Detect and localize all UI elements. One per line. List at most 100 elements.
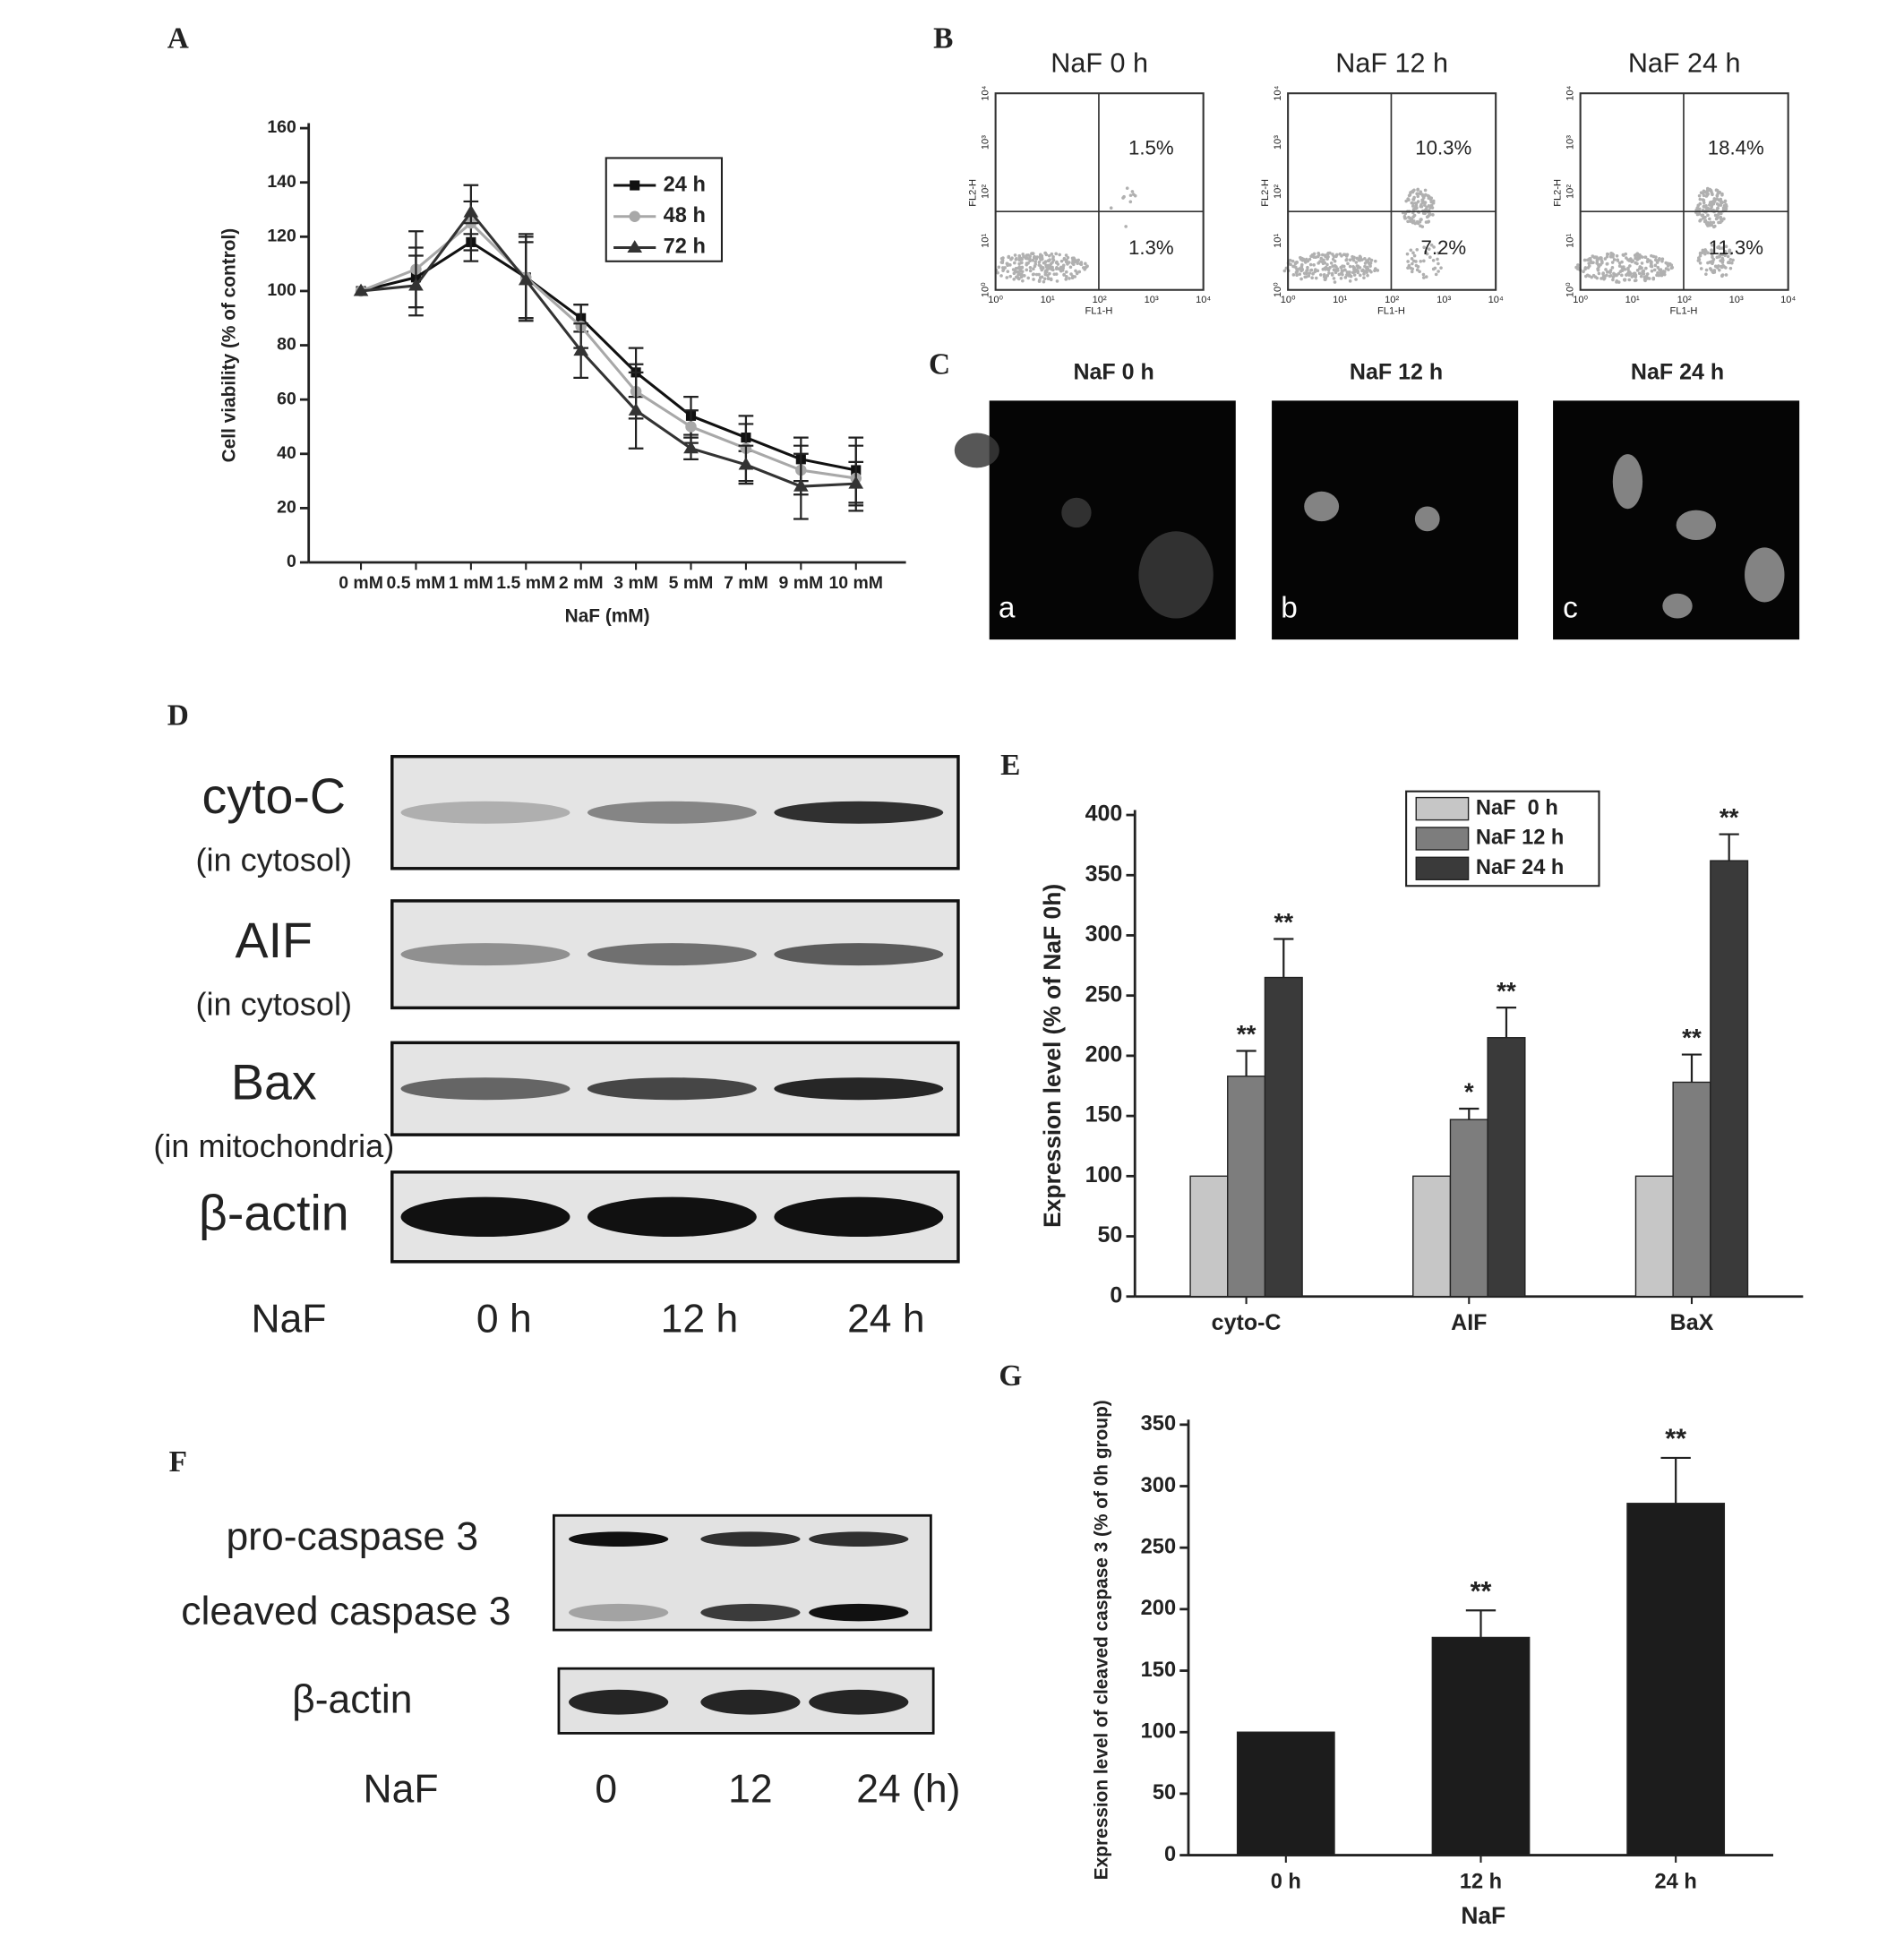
y-axis-label: FL2-H [1553, 179, 1564, 207]
upper-right-percent: 18.4% [1708, 137, 1764, 159]
event-dot [1333, 264, 1337, 268]
event-dot [1410, 270, 1414, 274]
event-dot [1421, 272, 1426, 277]
band [774, 801, 944, 824]
event-dot [1023, 274, 1026, 278]
significance: ** [1497, 977, 1516, 1005]
event-dot [1728, 248, 1732, 253]
event-dot [1424, 275, 1428, 279]
bar [1236, 1731, 1335, 1856]
event-dot [1068, 265, 1073, 270]
event-dot [1704, 249, 1708, 253]
event-dot [1325, 257, 1329, 261]
event-dot [1020, 261, 1024, 265]
event-dot [1311, 271, 1315, 276]
lane-label: 24 (h) [856, 1767, 960, 1811]
event-dot [996, 270, 999, 275]
event-dot [1420, 193, 1424, 197]
event-dot [1698, 261, 1702, 265]
event-dot [1416, 194, 1420, 199]
x-axis-label: FL1-H [1670, 305, 1698, 316]
y-tick-label: 0 [1164, 1843, 1176, 1866]
event-dot [1125, 186, 1129, 190]
y-tick-label: 10¹ [980, 234, 991, 248]
event-dot [1582, 270, 1585, 274]
event-dot [1731, 258, 1735, 262]
event-dot [1420, 200, 1425, 203]
y-axis-label: Expression level (% of NaF 0h) [1039, 884, 1066, 1228]
y-tick-label: 0 [287, 552, 296, 571]
band [587, 943, 757, 966]
event-dot [1008, 274, 1012, 279]
event-dot [1008, 263, 1012, 267]
event-dot [1635, 255, 1640, 260]
data-point [463, 204, 479, 218]
event-dot [1703, 252, 1707, 256]
event-dot [1021, 279, 1025, 283]
event-dot [1620, 273, 1624, 278]
event-dot [1411, 261, 1414, 266]
data-point [518, 272, 534, 286]
event-dot [1601, 272, 1605, 276]
band [569, 1603, 669, 1622]
blot-row-label: β-actin [199, 1185, 349, 1240]
y-tick-label: 200 [1141, 1597, 1176, 1620]
image-title: NaF 12 h [1350, 359, 1443, 384]
event-dot [1615, 253, 1619, 258]
event-dot [1346, 261, 1350, 266]
event-dot [1715, 193, 1720, 198]
error-bar [1236, 1050, 1256, 1076]
event-dot [1373, 259, 1377, 263]
legend-box [605, 157, 724, 262]
event-dot [1081, 266, 1085, 270]
event-dot [1423, 188, 1428, 193]
event-dot [1722, 265, 1727, 269]
panel-label: D [167, 699, 189, 732]
y-tick-label: 100 [1141, 1719, 1176, 1743]
event-dot [1428, 255, 1432, 260]
x-tick-label: 10⁰ [988, 295, 1003, 305]
event-dot [1362, 276, 1366, 279]
event-dot [1017, 255, 1022, 260]
event-dot [1312, 252, 1317, 256]
event-dot [1647, 277, 1651, 280]
bar [1672, 1081, 1711, 1298]
event-dot [1642, 269, 1645, 273]
image-letter: b [1281, 592, 1298, 625]
y-tick-label: 10⁴ [980, 85, 991, 100]
legend-label: 24 h [664, 173, 706, 196]
event-dot [1109, 206, 1113, 210]
error-bar [1719, 833, 1739, 862]
event-dot [1726, 254, 1730, 259]
event-dot [1353, 270, 1357, 273]
event-dot [1584, 274, 1588, 279]
event-dot [1421, 276, 1426, 279]
band [809, 1531, 909, 1547]
band [587, 801, 757, 824]
event-dot [1638, 267, 1642, 270]
x-axis-label: NaF (mM) [565, 606, 650, 627]
event-dot [1431, 258, 1436, 262]
event-dot [1017, 261, 1021, 266]
event-dot [1660, 270, 1663, 274]
x-tick-label: 12 h [1460, 1870, 1502, 1893]
event-dot [1606, 253, 1610, 256]
event-dot [1327, 271, 1331, 275]
event-dot [1373, 269, 1377, 273]
event-dot [1651, 276, 1656, 280]
y-tick-label: 10³ [1273, 135, 1283, 150]
event-dot [1728, 261, 1732, 265]
event-dot [1595, 260, 1600, 264]
event-dot [1583, 266, 1588, 270]
event-dot [1065, 275, 1068, 279]
upper-right-percent: 10.3% [1415, 137, 1471, 159]
event-dot [1639, 254, 1642, 259]
event-dot [1025, 253, 1029, 257]
blot-row-label: cyto-C [202, 768, 347, 824]
band [400, 1077, 570, 1101]
x-tick-label: 10² [1093, 295, 1107, 305]
band [809, 1603, 909, 1622]
event-dot [1699, 267, 1703, 270]
data-point [353, 283, 369, 296]
event-dot [1403, 216, 1408, 220]
